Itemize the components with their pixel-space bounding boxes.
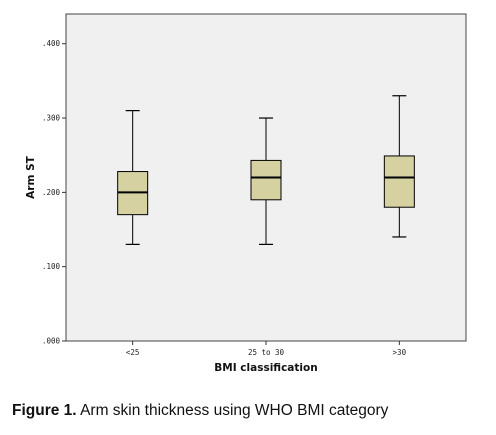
box-3 — [383, 95, 415, 238]
y-tick-label: .100 — [42, 262, 61, 271]
box-plot-chart: .000 .100 .200 .300 .400 <25 25 to 30 >30 Arm … — [25, 13, 467, 374]
y-tick-label: .000 — [42, 337, 61, 346]
y-tick-label: .400 — [42, 39, 61, 48]
figure-caption: Figure 1. Arm skin thickness using WHO B… — [12, 402, 492, 420]
x-tick-label: 25 to 30 — [248, 348, 285, 357]
y-axis: .000 .100 .200 .300 .400 — [42, 39, 66, 346]
y-axis-title: Arm ST — [25, 155, 37, 198]
x-tick-label: >30 — [393, 348, 407, 357]
box-1 — [117, 110, 149, 245]
y-tick-label: .300 — [42, 114, 61, 123]
x-axis-title: BMI classification — [214, 362, 317, 374]
box-2 — [250, 117, 282, 245]
box-series — [117, 95, 415, 245]
iqr-box — [383, 155, 415, 208]
y-tick-label: .200 — [42, 188, 61, 197]
x-axis: <25 25 to 30 >30 — [126, 341, 407, 357]
iqr-box — [250, 159, 282, 201]
figure-caption-text: Arm skin thickness using WHO BMI categor… — [80, 402, 389, 419]
x-tick-label: <25 — [126, 348, 140, 357]
figure-caption-label: Figure 1. — [12, 402, 77, 419]
